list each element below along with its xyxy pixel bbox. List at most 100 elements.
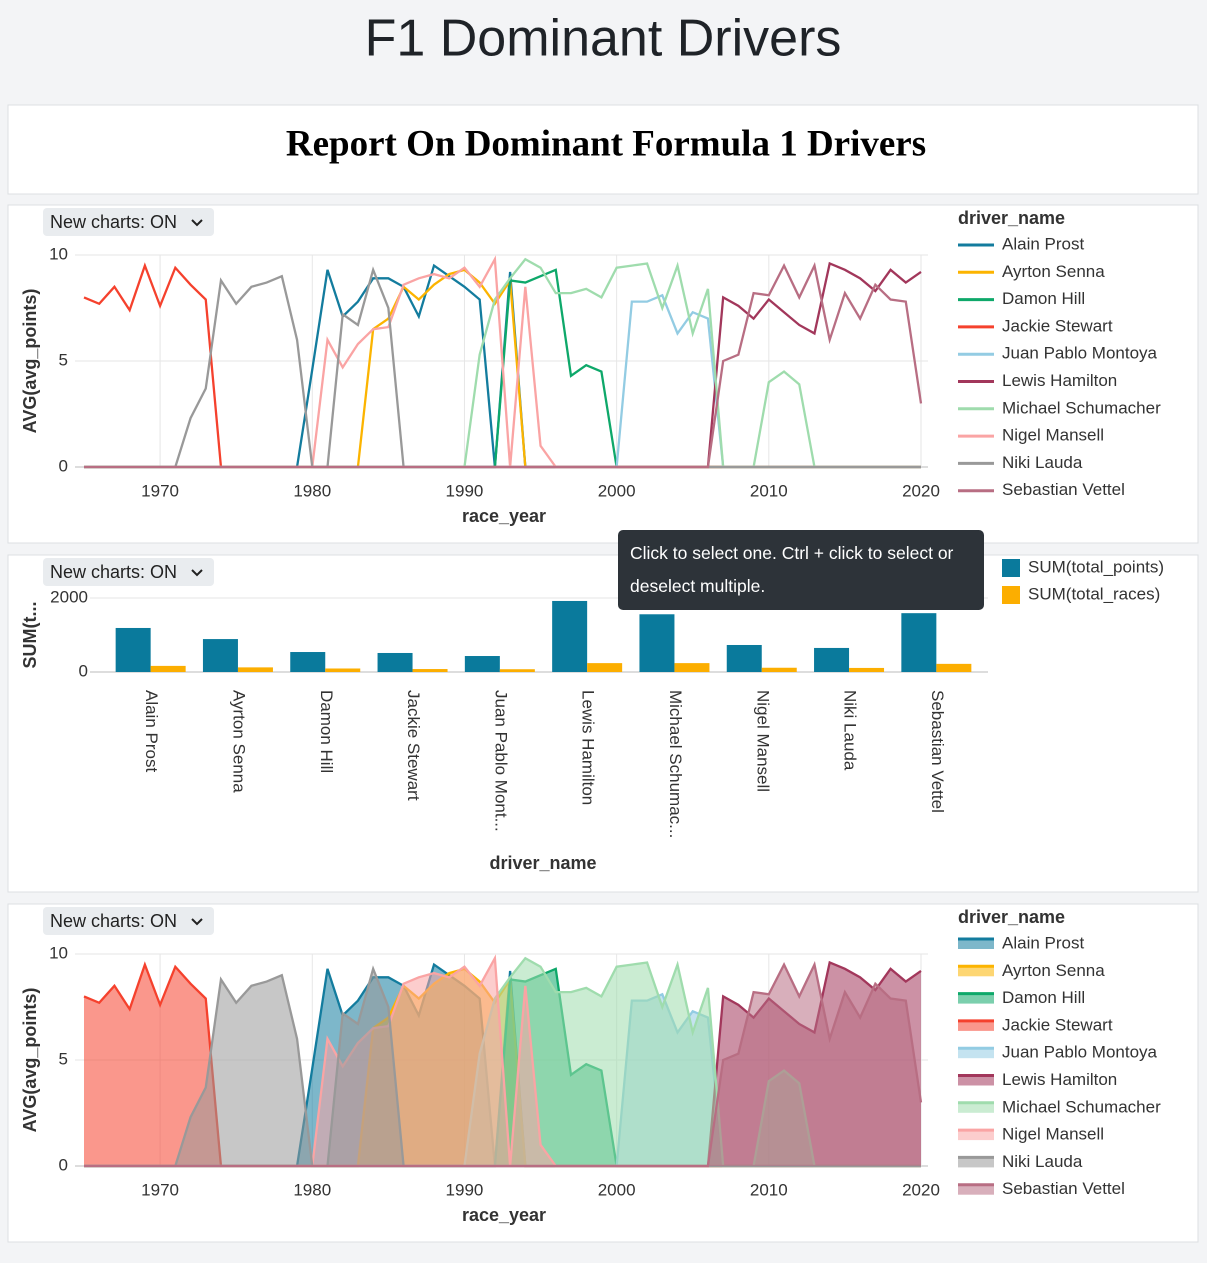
legend-swatch[interactable] (958, 1102, 994, 1113)
legend-label[interactable]: Alain Prost (1002, 933, 1084, 952)
legend-label[interactable]: Juan Pablo Montoya (1002, 344, 1158, 363)
legend-swatch[interactable] (958, 939, 994, 949)
y-tick-label: 0 (79, 661, 88, 680)
menu-label: New charts: ON (50, 562, 177, 582)
bar[interactable] (726, 644, 762, 672)
legend-swatch[interactable] (958, 1020, 994, 1031)
report-panel (7, 104, 1199, 195)
legend-swatch[interactable] (958, 1075, 994, 1086)
legend-title: driver_name (958, 907, 1065, 927)
x-tick-label: Nigel Mansell (753, 690, 772, 792)
legend-label[interactable]: SUM(total_races) (1028, 584, 1160, 603)
legend-label[interactable]: Jackie Stewart (1002, 316, 1113, 335)
bar[interactable] (674, 663, 710, 672)
legend-swatch[interactable] (958, 1130, 994, 1141)
legend-swatch[interactable] (1002, 559, 1020, 577)
menu-button[interactable] (43, 558, 214, 586)
legend-label[interactable]: Niki Lauda (1002, 453, 1083, 472)
bar[interactable] (115, 627, 151, 672)
menu-label: New charts: ON (50, 212, 177, 232)
legend-label[interactable]: Juan Pablo Montoya (1002, 1043, 1158, 1062)
bar[interactable] (202, 639, 238, 672)
x-tick-label: Michael Schumac... (666, 690, 685, 838)
x-tick-label: 2010 (750, 1180, 788, 1199)
legend-label[interactable]: SUM(total_points) (1028, 557, 1164, 576)
legend-label[interactable]: Ayrton Senna (1002, 262, 1105, 281)
legend-swatch[interactable] (958, 1048, 994, 1059)
y-tick-label: 5 (59, 350, 68, 369)
legend-label[interactable]: Sebastian Vettel (1002, 480, 1125, 499)
bar[interactable] (901, 613, 937, 672)
bar[interactable] (325, 668, 361, 672)
legend-swatch[interactable] (958, 1157, 994, 1168)
menu-label: New charts: ON (50, 911, 177, 931)
bar[interactable] (552, 600, 588, 672)
bar[interactable] (814, 647, 850, 672)
x-tick-label: 1970 (141, 1180, 179, 1199)
bar[interactable] (290, 652, 326, 672)
x-tick-label: Juan Pablo Mont... (491, 690, 510, 832)
legend-label[interactable]: Michael Schumacher (1002, 398, 1161, 417)
x-tick-label: Ayrton Senna (229, 690, 248, 793)
menu-button[interactable] (43, 208, 214, 236)
legend-label[interactable]: Nigel Mansell (1002, 426, 1104, 445)
x-tick-label: 2000 (598, 481, 636, 500)
bar[interactable] (639, 614, 675, 672)
tooltip: Click to select one. Ctrl + click to sel… (618, 530, 984, 610)
legend-swatch[interactable] (958, 1184, 994, 1195)
bar[interactable] (936, 663, 972, 672)
x-axis-title: driver_name (489, 853, 596, 873)
legend-label[interactable]: Damon Hill (1002, 988, 1085, 1007)
x-tick-label: Damon Hill (317, 690, 336, 773)
bar[interactable] (761, 667, 797, 672)
y-axis-title: AVG(avg_points) (20, 289, 40, 434)
y-tick-label: 10 (49, 943, 68, 962)
report-heading: Report On Dominant Formula 1 Drivers (286, 123, 926, 164)
legend-label[interactable]: Sebastian Vettel (1002, 1179, 1125, 1198)
x-tick-label: 1990 (446, 481, 484, 500)
x-tick-label: Alain Prost (142, 690, 161, 772)
y-tick-label: 0 (59, 1155, 68, 1174)
legend-label[interactable]: Damon Hill (1002, 289, 1085, 308)
legend-label[interactable]: Ayrton Senna (1002, 961, 1105, 980)
x-tick-label: 2010 (750, 481, 788, 500)
legend-label[interactable]: Jackie Stewart (1002, 1015, 1113, 1034)
legend-label[interactable]: Nigel Mansell (1002, 1125, 1104, 1144)
x-tick-label: Jackie Stewart (404, 690, 423, 801)
legend-label[interactable]: Lewis Hamilton (1002, 1070, 1117, 1089)
bar[interactable] (377, 652, 413, 672)
x-tick-label: 1990 (446, 1180, 484, 1199)
bar[interactable] (499, 669, 535, 672)
bar[interactable] (587, 663, 623, 672)
area (84, 964, 921, 1166)
chart-panel (7, 204, 1199, 544)
bar[interactable] (849, 667, 885, 672)
legend-label[interactable]: Lewis Hamilton (1002, 371, 1117, 390)
area (84, 968, 921, 1166)
bar[interactable] (150, 665, 186, 672)
bar[interactable] (412, 669, 448, 672)
bar[interactable] (464, 656, 500, 672)
y-tick-label: 2000 (50, 587, 88, 606)
legend-label[interactable]: Niki Lauda (1002, 1152, 1083, 1171)
line (84, 262, 923, 469)
x-axis-title: race_year (462, 506, 546, 526)
x-tick-label: 2020 (902, 1180, 940, 1199)
bar[interactable] (237, 667, 273, 672)
x-axis-title: race_year (462, 1205, 546, 1225)
legend-swatch[interactable] (958, 993, 994, 1004)
x-tick-label: Sebastian Vettel (928, 690, 947, 813)
area (84, 964, 921, 1166)
legend-title: driver_name (958, 208, 1065, 228)
legend-swatch[interactable] (1002, 586, 1020, 604)
menu-chevron (191, 219, 203, 227)
legend-label[interactable]: Alain Prost (1002, 234, 1084, 253)
y-axis-title: AVG(avg_points) (20, 988, 40, 1133)
menu-button[interactable] (43, 907, 214, 935)
legend-swatch[interactable] (958, 966, 994, 977)
y-tick-label: 5 (59, 1049, 68, 1068)
legend-label[interactable]: Michael Schumacher (1002, 1097, 1161, 1116)
x-tick-label: 1980 (293, 481, 331, 500)
